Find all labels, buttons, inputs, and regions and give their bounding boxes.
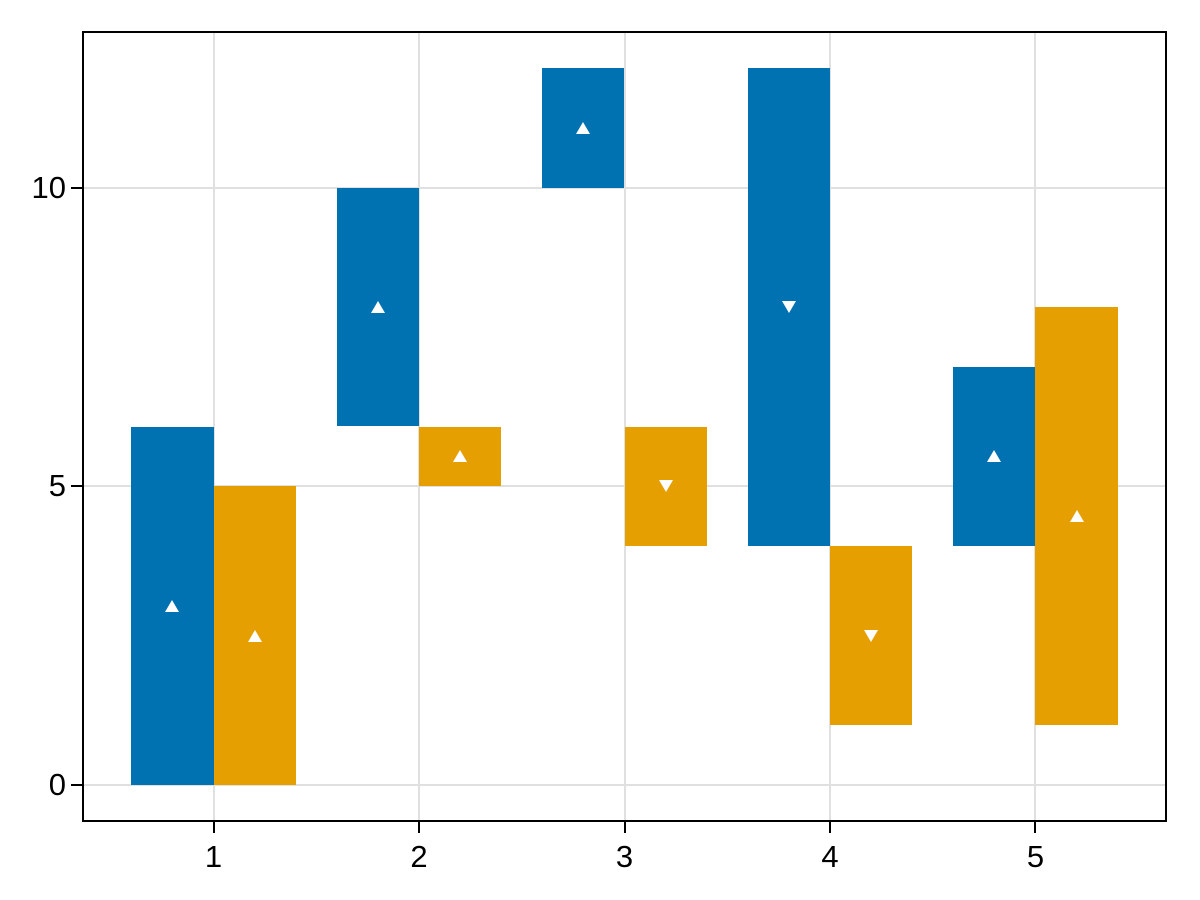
y-gridline [82,186,1167,189]
y-axis-tick [71,783,82,786]
x-tick-label: 1 [204,839,223,874]
triangle-down-marker-icon [658,480,673,493]
triangle-down-marker-icon [864,629,879,642]
x-axis-tick [418,822,420,833]
y-tick-label: 5 [48,468,66,504]
x-axis-tick [1034,822,1037,833]
triangle-up-marker-icon [1069,510,1084,523]
y-axis-tick [71,186,82,189]
triangle-up-marker-icon [370,301,385,313]
y-axis-tick [71,485,82,488]
y-tick-label: 0 [48,766,66,802]
triangle-up-marker-icon [987,450,1002,463]
x-tick-label: 2 [410,839,428,874]
x-tick-label: 5 [1026,839,1045,874]
bars-layer [82,31,1167,822]
x-axis-tick [828,822,831,833]
triangle-down-marker-icon [781,301,796,313]
x-axis-tick [623,822,626,833]
triangle-up-marker-icon [576,121,591,134]
y-gridline [82,783,1167,786]
plot-area [82,31,1167,822]
triangle-up-marker-icon [247,629,262,642]
x-gridline [828,31,831,822]
x-gridline [212,31,215,822]
x-tick-label: 3 [615,839,634,874]
x-tick-label: 4 [821,839,839,874]
x-axis-tick [212,822,215,833]
triangle-up-marker-icon [453,450,468,463]
y-tick-label: 10 [31,169,66,205]
triangle-up-marker-icon [165,599,180,612]
